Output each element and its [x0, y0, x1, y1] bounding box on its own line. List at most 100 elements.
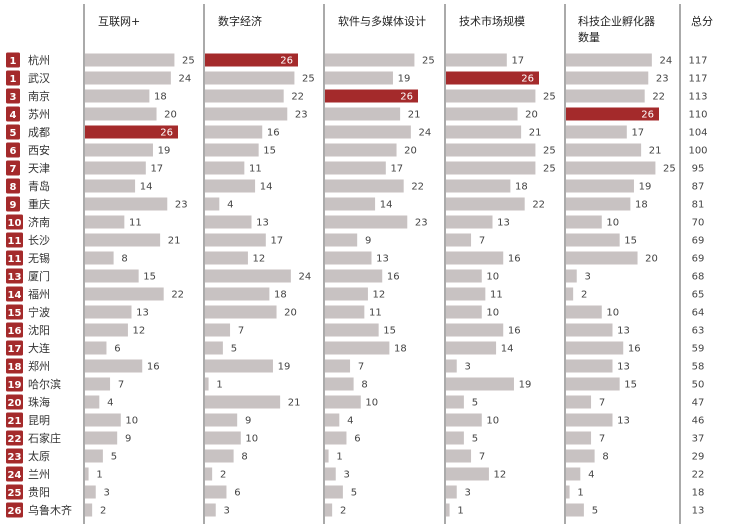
bar: [566, 89, 645, 103]
bar: [205, 197, 220, 211]
bar: [205, 125, 263, 139]
value-label: 12: [253, 254, 266, 265]
bar: [205, 233, 266, 247]
value-label: 5: [231, 344, 237, 355]
bar: [566, 269, 577, 283]
value-label: 22: [171, 290, 184, 301]
value-label: 16: [147, 362, 160, 373]
value-label: 6: [234, 488, 240, 499]
bar: [85, 287, 164, 301]
bar: [85, 197, 168, 211]
total-score: 18: [692, 488, 705, 499]
value-label: 13: [256, 218, 269, 229]
value-label: 25: [543, 92, 556, 103]
value-label: 20: [525, 110, 538, 121]
bar: [325, 89, 418, 103]
total-score: 63: [692, 326, 705, 337]
bar: [205, 467, 213, 481]
bar: [85, 179, 136, 193]
bar: [566, 485, 570, 499]
rank-number: 9: [10, 200, 17, 211]
value-label: 10: [486, 416, 499, 427]
bar: [566, 377, 620, 391]
value-label: 22: [411, 182, 424, 193]
value-label: 23: [175, 200, 188, 211]
value-label: 21: [168, 236, 181, 247]
value-label: 15: [383, 326, 396, 337]
bar: [85, 485, 96, 499]
bar: [325, 161, 386, 175]
bar: [85, 323, 128, 337]
value-label: 13: [376, 254, 389, 265]
city-name: 重庆: [28, 197, 50, 211]
value-label: 24: [659, 56, 672, 67]
rank-badge: [6, 142, 20, 158]
rank-number: 1: [10, 56, 17, 67]
bar: [446, 197, 525, 211]
value-label: 11: [129, 218, 142, 229]
value-label: 4: [347, 416, 353, 427]
bar: [446, 269, 482, 283]
value-label: 21: [529, 128, 542, 139]
bar: [205, 53, 298, 67]
city-name: 西安: [28, 143, 50, 157]
bar: [446, 431, 464, 445]
value-label: 9: [245, 416, 251, 427]
value-label: 19: [398, 74, 411, 85]
total-score: 50: [692, 380, 705, 391]
value-label: 6: [114, 344, 120, 355]
bar: [325, 395, 361, 409]
total-score: 46: [692, 416, 705, 427]
value-label: 15: [624, 380, 637, 391]
bar: [85, 341, 107, 355]
header-internet-plus: 互联网+: [98, 15, 140, 28]
bar: [446, 71, 539, 85]
total-score: 100: [688, 146, 707, 157]
value-label: 5: [592, 506, 598, 517]
header-digital-economy: 数字经济: [218, 14, 262, 28]
rank-number: 11: [8, 236, 22, 247]
bar: [446, 377, 514, 391]
header-total: 总分: [691, 14, 713, 28]
bar: [566, 53, 652, 67]
city-name: 厦门: [28, 269, 50, 283]
rank-badge: [6, 250, 23, 266]
rank-badge: [6, 304, 23, 320]
value-label: 10: [486, 272, 499, 283]
bar: [205, 449, 234, 463]
bar: [205, 359, 273, 373]
rank-badge: [6, 106, 20, 122]
rank-badge: [6, 466, 23, 482]
bar: [566, 449, 595, 463]
value-label: 7: [358, 362, 364, 373]
value-label: 16: [508, 326, 521, 337]
city-name: 乌鲁木齐: [28, 503, 72, 517]
value-label: 10: [245, 434, 258, 445]
value-label: 2: [100, 506, 106, 517]
rank-number: 24: [8, 470, 22, 481]
value-label: 16: [267, 128, 280, 139]
value-label: 13: [617, 326, 630, 337]
total-score: 110: [688, 110, 707, 121]
bar: [446, 341, 497, 355]
bar: [85, 359, 143, 373]
value-label: 4: [227, 200, 233, 211]
bar: [205, 71, 295, 85]
value-label: 13: [497, 218, 510, 229]
bar: [205, 269, 291, 283]
bar: [85, 89, 150, 103]
bar: [325, 485, 343, 499]
rank-badge: [6, 178, 20, 194]
bar: [566, 431, 592, 445]
rank-number: 3: [10, 92, 17, 103]
rank-badge: [6, 430, 23, 446]
bar: [205, 323, 231, 337]
value-label: 3: [104, 488, 110, 499]
value-label: 2: [340, 506, 346, 517]
value-label: 13: [136, 308, 149, 319]
rank-number: 13: [8, 272, 22, 283]
value-label: 10: [365, 398, 378, 409]
value-label: 3: [465, 362, 471, 373]
bar: [85, 215, 125, 229]
value-label: 17: [270, 236, 283, 247]
